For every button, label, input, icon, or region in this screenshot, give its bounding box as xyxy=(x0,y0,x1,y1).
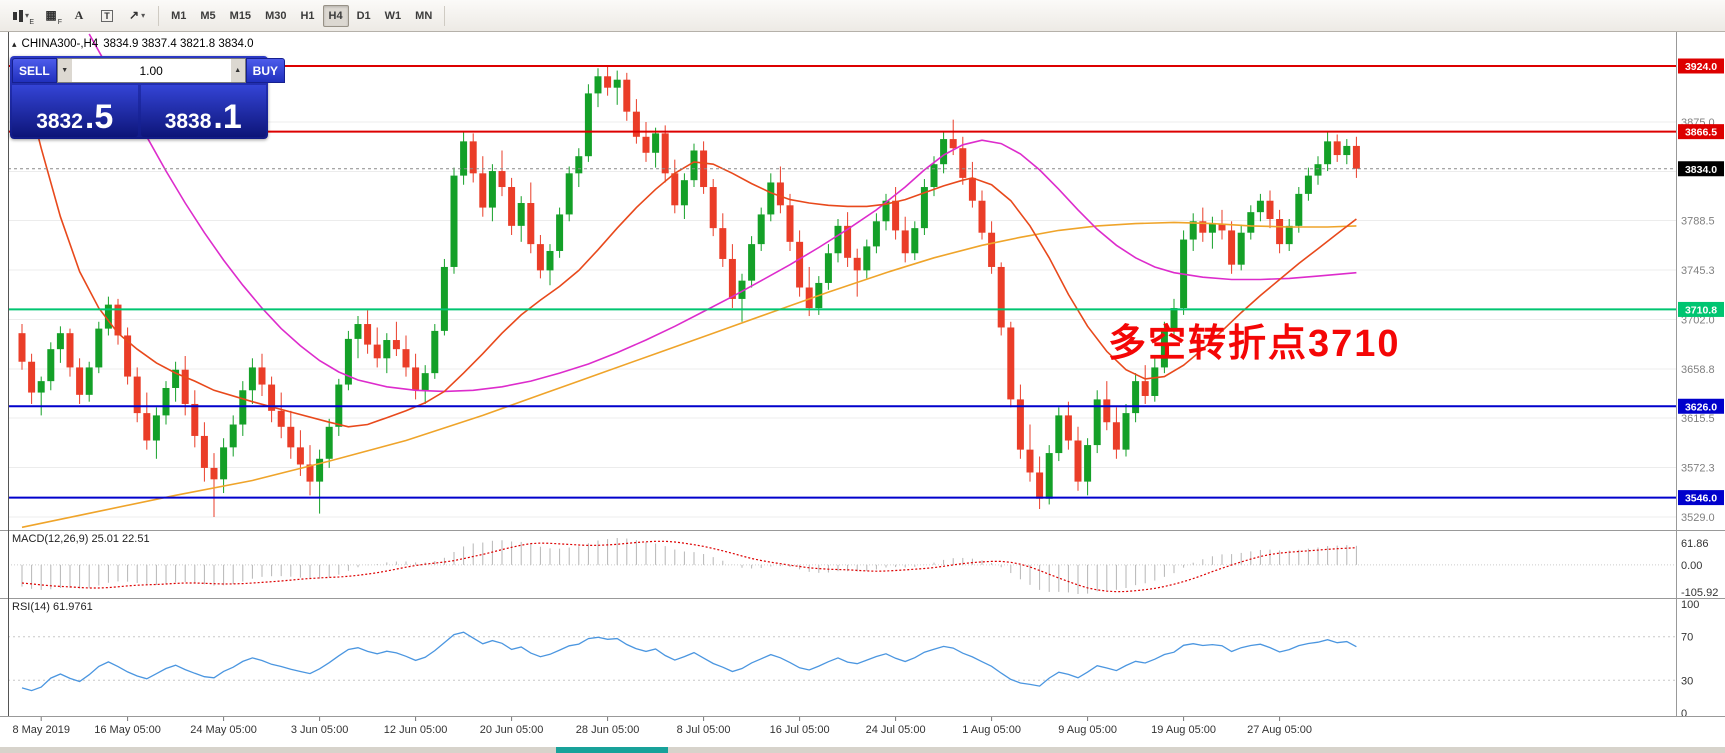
svg-text:20 Jun 05:00: 20 Jun 05:00 xyxy=(480,724,544,736)
svg-text:9 Aug 05:00: 9 Aug 05:00 xyxy=(1058,724,1117,736)
symbol-ohlc-line: ▴ CHINA300-,H4 3834.9 3837.4 3821.8 3834… xyxy=(12,38,254,50)
svg-text:1 Aug 05:00: 1 Aug 05:00 xyxy=(962,724,1021,736)
toolbar-separator xyxy=(158,5,160,26)
macd-signal-line xyxy=(21,540,1357,593)
svg-text:8 Jul 05:00: 8 Jul 05:00 xyxy=(677,724,731,736)
sell-price[interactable]: 3832 .5 xyxy=(12,85,138,137)
price-axis-labels xyxy=(1678,58,1724,506)
price-level-label-box xyxy=(1678,124,1724,140)
svg-text:16 Jul 05:00: 16 Jul 05:00 xyxy=(770,724,830,736)
level-lines-layer xyxy=(8,65,1676,499)
grid-icon[interactable]: ▦ F xyxy=(38,4,64,27)
svg-text:27 Aug 05:00: 27 Aug 05:00 xyxy=(1247,724,1312,736)
volume-decrease-button[interactable]: ▼ xyxy=(57,59,72,82)
svg-text:3866.5: 3866.5 xyxy=(1685,127,1717,139)
time-axis[interactable] xyxy=(40,717,1281,721)
svg-text:0.00: 0.00 xyxy=(1681,560,1702,572)
svg-text:24 Jul 05:00: 24 Jul 05:00 xyxy=(866,724,926,736)
volume-increase-button[interactable]: ▲ xyxy=(230,59,245,82)
timeframe-button-m15[interactable]: M15 xyxy=(224,5,257,27)
ma-mid-magenta-line xyxy=(88,33,1357,393)
volume-spinner: ▼ ▲ xyxy=(56,58,246,83)
chart-region: 3875.03831.83788.53745.33702.03658.83615… xyxy=(0,32,1725,753)
svg-text:-105.92: -105.92 xyxy=(1681,587,1718,599)
dropdown-chevron-icon[interactable]: ▾ xyxy=(25,11,30,20)
ohlc-values: 3834.9 3837.4 3821.8 3834.0 xyxy=(103,38,254,50)
svg-text:3924.0: 3924.0 xyxy=(1685,61,1717,73)
one-click-trading-panel: SELL ▼ ▲ BUY 3832 .5 3838 .1 xyxy=(10,56,286,139)
macd-histogram xyxy=(21,538,1357,594)
buy-price[interactable]: 3838 .1 xyxy=(140,85,266,137)
svg-text:3572.3: 3572.3 xyxy=(1681,463,1715,475)
timeframe-button-h1[interactable]: H1 xyxy=(294,5,320,27)
sell-price-frac: .5 xyxy=(84,98,114,137)
sell-price-main: 3832 xyxy=(36,110,83,133)
svg-text:3710.8: 3710.8 xyxy=(1685,304,1717,316)
svg-text:100: 100 xyxy=(1681,599,1699,611)
drawing-tools-group: E ▾ ▦ F A T ↗ ▾ xyxy=(6,4,152,27)
svg-text:19 Aug 05:00: 19 Aug 05:00 xyxy=(1151,724,1216,736)
arrow-tool-icon[interactable]: ↗ ▾ xyxy=(122,4,152,27)
timeframe-button-d1[interactable]: D1 xyxy=(351,5,377,27)
svg-text:3546.0: 3546.0 xyxy=(1685,493,1717,505)
price-level-label-box xyxy=(1678,58,1724,74)
price-level-label-box xyxy=(1678,490,1724,506)
svg-text:3745.3: 3745.3 xyxy=(1681,265,1715,277)
macd-indicator-label: MACD(12,26,9) 25.01 22.51 xyxy=(12,533,150,545)
svg-text:16 May 05:00: 16 May 05:00 xyxy=(94,724,161,736)
svg-text:0: 0 xyxy=(1681,708,1687,720)
svg-text:70: 70 xyxy=(1681,632,1693,644)
svg-text:30: 30 xyxy=(1681,675,1693,687)
svg-text:3658.8: 3658.8 xyxy=(1681,364,1715,376)
price-gridlines xyxy=(8,121,1676,518)
candles-layer[interactable] xyxy=(18,66,1360,518)
rsi-indicator-label: RSI(14) 61.9761 xyxy=(12,601,93,613)
textbox-tool-icon[interactable]: T xyxy=(94,4,120,27)
svg-text:3529.0: 3529.0 xyxy=(1681,512,1715,524)
chart-type-icon[interactable]: E ▾ xyxy=(6,4,36,27)
bottom-strip-highlight xyxy=(556,747,668,753)
svg-text:3626.0: 3626.0 xyxy=(1685,401,1717,413)
sell-button[interactable]: SELL xyxy=(12,58,57,83)
volume-input[interactable] xyxy=(71,59,231,82)
price-level-label-box xyxy=(1678,398,1724,414)
price-level-label-box xyxy=(1678,301,1724,317)
svg-text:3 Jun 05:00: 3 Jun 05:00 xyxy=(291,724,349,736)
chart-annotation-text: 多空转折点3710 xyxy=(1108,323,1401,365)
symbol-period-label: CHINA300-,H4 xyxy=(21,38,99,50)
buy-price-main: 3838 xyxy=(164,110,212,133)
svg-text:3834.0: 3834.0 xyxy=(1685,164,1717,176)
toolbar-separator xyxy=(444,5,446,26)
chart-canvas[interactable]: 3875.03831.83788.53745.33702.03658.83615… xyxy=(0,32,1725,753)
buy-button[interactable]: BUY xyxy=(245,58,286,83)
svg-text:3788.5: 3788.5 xyxy=(1681,216,1715,228)
timeframe-button-h4[interactable]: H4 xyxy=(322,4,349,27)
buy-price-frac: .1 xyxy=(213,98,242,137)
main-toolbar: E ▾ ▦ F A T ↗ ▾ M1 M5 M15 M30 H1 H4 D1 W1 MN xyxy=(0,0,1725,32)
timeframe-button-m1[interactable]: M1 xyxy=(165,5,192,27)
bottom-edge-strip xyxy=(0,747,1725,753)
timeframe-buttons-group: M1 M5 M15 M30 H1 H4 D1 W1 MN xyxy=(165,4,438,27)
price-level-label-box xyxy=(1678,161,1724,177)
svg-text:24 May 05:00: 24 May 05:00 xyxy=(190,724,257,736)
trade-controls-row: SELL ▼ ▲ BUY xyxy=(12,58,286,83)
chart-icon: ▴ xyxy=(12,38,17,49)
svg-text:61.86: 61.86 xyxy=(1681,538,1709,550)
ma-slow-gold-line xyxy=(21,221,1357,529)
svg-text:12 Jun 05:00: 12 Jun 05:00 xyxy=(384,724,448,736)
svg-text:3702.0: 3702.0 xyxy=(1681,314,1715,326)
svg-text:3615.5: 3615.5 xyxy=(1681,413,1715,425)
text-tool-icon[interactable]: A xyxy=(66,4,92,27)
trade-prices-row: 3832 .5 3838 .1 xyxy=(12,85,266,137)
timeframe-button-m30[interactable]: M30 xyxy=(259,5,292,27)
svg-text:28 Jun 05:00: 28 Jun 05:00 xyxy=(576,724,640,736)
svg-text:8 May 2019: 8 May 2019 xyxy=(12,724,69,736)
rsi-line xyxy=(21,631,1357,692)
timeframe-button-w1[interactable]: W1 xyxy=(379,5,408,27)
timeframe-button-mn[interactable]: MN xyxy=(409,5,438,27)
timeframe-button-m5[interactable]: M5 xyxy=(194,5,221,27)
dropdown-chevron-icon[interactable]: ▾ xyxy=(141,11,146,20)
